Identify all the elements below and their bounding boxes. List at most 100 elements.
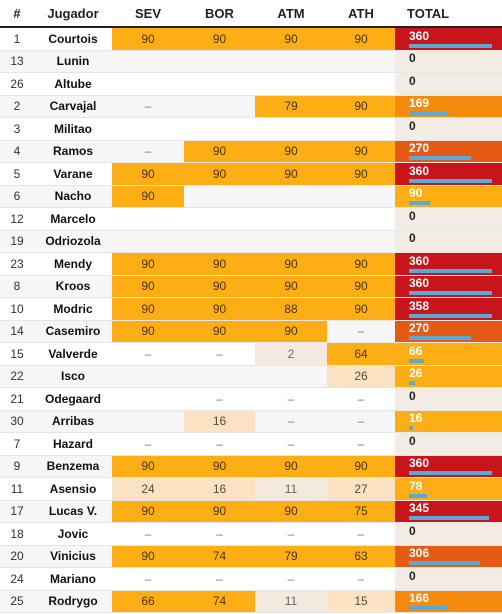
player-number: 24 [0,567,34,591]
minutes-bor: 90 [184,455,255,478]
player-number: 3 [0,117,34,141]
table-row[interactable]: 21 Odegaard – – –0 [0,387,502,411]
minutes-bor [184,207,255,231]
minutes-bor [184,185,255,208]
minutes-sev [112,387,184,411]
minutes-sev: 90 [112,297,184,321]
minutes-atm: 79 [255,95,327,118]
minutes-bor: – [184,342,255,366]
player-number: 1 [0,27,34,51]
total-bar [409,561,480,565]
total-bar [409,336,471,340]
header-sev[interactable]: SEV [112,0,184,28]
total-minutes: 0 [395,387,502,411]
player-name: Rodrygo [34,590,112,613]
table-row[interactable]: 6 Nacho 90 90 [0,185,502,208]
minutes-sev: 90 [112,320,184,343]
total-value: 169 [409,96,430,111]
table-row[interactable]: 18 Jovic – – – –0 [0,522,502,546]
total-value: 360 [409,276,430,291]
header-bor[interactable]: BOR [184,0,255,28]
header-total[interactable]: TOTAL [395,0,502,28]
table-row[interactable]: 15 Valverde – –2 64 66 [0,342,502,366]
total-value: 16 [409,411,423,426]
minutes-sev: 90 [112,27,184,51]
player-name: Jovic [34,522,112,546]
header-atm[interactable]: ATM [255,0,327,28]
header-ath[interactable]: ATH [327,0,395,28]
table-row[interactable]: 23 Mendy 90 90 90 90 360 [0,252,502,276]
table-row[interactable]: 11 Asensio 24 16 11 27 78 [0,477,502,501]
minutes-bor [184,117,255,141]
table-row[interactable]: 14 Casemiro 90 90 90–270 [0,320,502,343]
minutes-ath: – [327,567,395,591]
minutes-ath: 15 [327,590,395,613]
table-row[interactable]: 5 Varane 90 90 90 90 360 [0,162,502,186]
table-row[interactable]: 12 Marcelo 0 [0,207,502,231]
total-minutes: 345 [395,500,502,523]
minutes-sev [112,207,184,231]
minutes-atm: 88 [255,297,327,321]
total-value: 0 [409,118,416,133]
minutes-ath: – [327,522,395,546]
table-row[interactable]: 22 Isco 26 26 [0,365,502,388]
table-row[interactable]: 1 Courtois 90 90 90 90 360 [0,27,502,51]
total-value: 0 [409,231,416,246]
total-value: 360 [409,163,430,178]
minutes-bor: 90 [184,275,255,298]
table-row[interactable]: 24 Mariano – – – –0 [0,567,502,591]
minutes-ath: – [327,320,395,343]
minutes-bor: 16 [184,477,255,501]
total-bar [409,381,415,385]
minutes-ath: 90 [327,27,395,51]
total-minutes: 360 [395,275,502,298]
total-value: 360 [409,28,430,43]
total-value: 358 [409,298,430,313]
table-row[interactable]: 30 Arribas 16– –16 [0,410,502,433]
minutes-atm: 11 [255,477,327,501]
header-player[interactable]: Jugador [34,0,112,28]
table-row[interactable]: 25 Rodrygo 66 74 11 15 166 [0,590,502,613]
table-row[interactable]: 13 Lunin 0 [0,50,502,73]
minutes-ath: – [327,432,395,456]
table-row[interactable]: 9 Benzema 90 90 90 90 360 [0,455,502,478]
total-bar [409,426,413,430]
minutes-atm: 90 [255,500,327,523]
minutes-ath: 27 [327,477,395,501]
minutes-ath: 90 [327,95,395,118]
total-bar [409,268,492,273]
total-bar [409,178,492,183]
minutes-sev: 90 [112,500,184,523]
minutes-bor: 90 [184,140,255,163]
table-row[interactable]: 26 Altube 0 [0,72,502,96]
header-num[interactable]: # [0,0,34,28]
player-number: 18 [0,522,34,546]
table-row[interactable]: 7 Hazard – – – –0 [0,432,502,456]
table-row[interactable]: 20 Vinicius 90 74 79 63 306 [0,545,502,568]
minutes-atm: – [255,567,327,591]
table-row[interactable]: 8 Kroos 90 90 90 90 360 [0,275,502,298]
minutes-bor: 90 [184,162,255,186]
table-row[interactable]: 3 Militao 0 [0,117,502,141]
table-row[interactable]: 4 Ramos –90 90 90 270 [0,140,502,163]
minutes-atm: 2 [255,342,327,366]
table-row[interactable]: 19 Odriozola 0 [0,230,502,253]
player-name: Lucas V. [34,500,112,523]
total-value: 90 [409,186,423,201]
minutes-bor [184,50,255,73]
minutes-atm: 90 [255,140,327,163]
table-row[interactable]: 10 Modric 90 90 88 90 358 [0,297,502,321]
table-row[interactable]: 2 Carvajal – 79 90 169 [0,95,502,118]
player-number: 5 [0,162,34,186]
minutes-ath [327,185,395,208]
minutes-ath: – [327,387,395,411]
minutes-atm: 90 [255,320,327,343]
table-row[interactable]: 17 Lucas V. 90 90 90 75 345 [0,500,502,523]
total-minutes: 0 [395,50,502,73]
minutes-atm: 90 [255,162,327,186]
player-number: 4 [0,140,34,163]
minutes-ath [327,230,395,253]
total-minutes: 166 [395,590,502,613]
minutes-atm: – [255,432,327,456]
total-minutes: 78 [395,477,502,501]
